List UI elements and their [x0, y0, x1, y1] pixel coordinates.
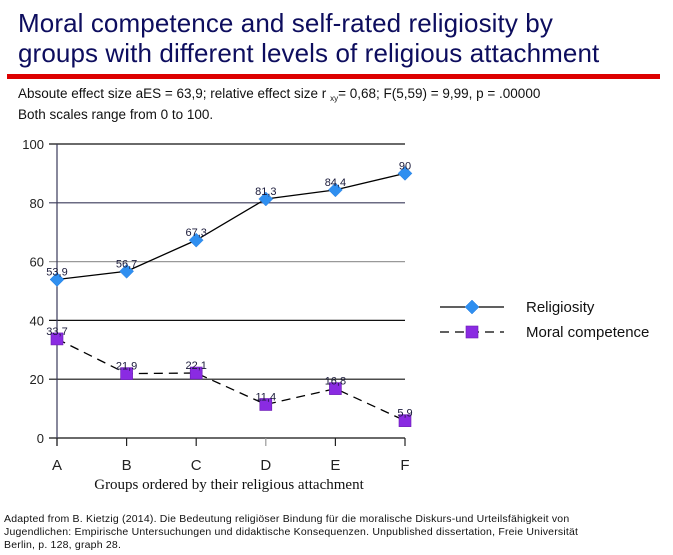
- series-line-religiosity: [56, 172, 406, 281]
- legend-label: Moral competence: [526, 324, 649, 341]
- y-tick-label: 80: [30, 196, 44, 211]
- axes: 0 20 40 60 80 100 A B C D E F: [22, 137, 409, 474]
- source-line-3: Berlin, p. 128, graph 28.: [4, 539, 122, 551]
- series-layer: [49, 166, 413, 427]
- religiosity-point: [397, 166, 413, 181]
- religiosity-point: [119, 263, 134, 279]
- moral-competence-point: [120, 367, 133, 380]
- x-tick-label-F: F: [400, 457, 409, 474]
- gridlines: [49, 143, 405, 439]
- data-label: 21,9: [116, 361, 137, 373]
- religiosity-point: [328, 182, 343, 198]
- y-tick-label: 20: [30, 372, 44, 387]
- subtitle-line-1: Absoute effect size aES = 63,9; relative…: [18, 86, 540, 107]
- legend-square-icon: [465, 325, 479, 339]
- data-label: 84,4: [325, 177, 346, 189]
- data-label: 90: [399, 160, 411, 172]
- x-tick-label-E: E: [330, 457, 340, 474]
- source-line-1: Adapted from B. Kietzig (2014). Die Bede…: [4, 513, 570, 525]
- moral-competence-point: [398, 414, 412, 427]
- moral-competence-point: [329, 382, 342, 395]
- y-tick-label: 100: [22, 137, 44, 152]
- subtitle-subscript: xy: [330, 94, 339, 103]
- title-line-2: groups with different levels of religiou…: [18, 38, 600, 68]
- x-tick-label-A: A: [52, 457, 62, 474]
- source-line-2: Jugendlichen: Empirische Untersuchungen …: [4, 526, 579, 538]
- subtitle-line-2: Both scales range from 0 to 100.: [18, 107, 214, 122]
- data-label: 5,9: [397, 408, 412, 420]
- data-label: 22,1: [185, 360, 206, 372]
- x-tick-label-D: D: [260, 457, 271, 474]
- religiosity-point: [258, 191, 274, 207]
- moral-competence-point: [50, 332, 64, 346]
- title-line-1: Moral competence and self-rated religios…: [18, 8, 553, 38]
- data-label: 56,7: [116, 258, 137, 270]
- x-tick-label-C: C: [191, 457, 202, 474]
- y-tick-label: 60: [30, 255, 44, 270]
- x-tick-label-B: B: [122, 457, 132, 474]
- source-citation: Adapted from B. Kietzig (2014). Die Bede…: [4, 513, 669, 552]
- moral-competence-point: [259, 398, 273, 411]
- legend-label: Religiosity: [526, 299, 595, 316]
- series-line-moral-competence: [56, 338, 406, 422]
- religiosity-point: [188, 232, 204, 248]
- y-tick-label: 40: [30, 313, 44, 328]
- title-rule: [7, 74, 660, 79]
- x-axis-label: Groups ordered by their religious attach…: [94, 477, 364, 493]
- chart-title: Moral competence and self-rated religios…: [18, 8, 599, 68]
- data-label: 16,8: [325, 376, 346, 388]
- data-label: 33,7: [46, 326, 67, 338]
- chart-subtitle: Absoute effect size aES = 63,9; relative…: [18, 86, 540, 123]
- religiosity-point: [49, 272, 65, 287]
- data-label: 67,3: [185, 227, 206, 239]
- data-labels: 53,9 56,7 67,3 81,3 84,4 90 33,7 21,9 22,1 11,4 16…: [46, 160, 412, 419]
- moral-competence-point: [189, 366, 203, 380]
- subtitle-text-b: = 0,68; F(5,59) = 9,99, p = .00000: [338, 86, 541, 101]
- legend: Religiosity Moral competence: [440, 299, 649, 341]
- data-label: 81,3: [255, 186, 276, 198]
- data-label: 53,9: [46, 267, 67, 279]
- subtitle-text-a: Absoute effect size aES = 63,9; relative…: [18, 86, 331, 101]
- y-tick-label: 0: [37, 431, 44, 446]
- data-label: 11,4: [256, 391, 277, 403]
- legend-diamond-icon: [464, 299, 480, 315]
